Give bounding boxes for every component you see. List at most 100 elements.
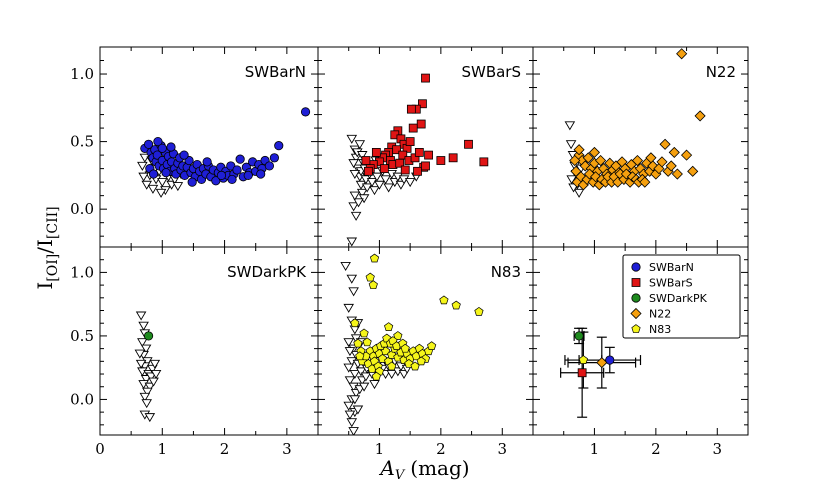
upper-limit-point	[135, 311, 147, 321]
data-point-SWBarN	[232, 165, 242, 175]
upper-limit-point	[349, 369, 361, 379]
x-tick-label: 1	[375, 440, 385, 458]
data-point-SWBarN	[153, 136, 163, 147]
data-point-N83	[474, 306, 484, 316]
upper-limit-point	[148, 377, 159, 387]
upper-limit-point	[356, 188, 368, 198]
data-point-SWBarS	[424, 150, 433, 160]
upper-limit-point	[144, 382, 156, 392]
summary-point-N22	[596, 357, 608, 369]
upper-limit-point	[360, 372, 372, 382]
x-tick-label: 1	[590, 440, 600, 458]
upper-limit-point	[134, 349, 146, 359]
upper-limit-point	[138, 172, 149, 182]
data-point-SWBarS	[363, 166, 373, 176]
panel-ticks	[318, 247, 533, 435]
data-point-SWBarS	[421, 161, 430, 171]
x-axis-label-symbol: A	[378, 456, 394, 480]
summary-point-N83	[578, 355, 588, 364]
data-point-N22	[595, 154, 607, 167]
data-point-SWBarS	[392, 145, 402, 155]
upper-limit-point	[350, 211, 362, 221]
legend-label: N83	[649, 323, 671, 336]
panel-plot-area	[346, 73, 489, 247]
data-point-N83	[400, 343, 410, 353]
data-point-N83	[359, 328, 369, 338]
upper-limit-point	[353, 198, 364, 208]
data-point-SWBarS	[418, 99, 427, 109]
data-point-SWBarS	[436, 156, 446, 165]
upper-limit-point	[346, 418, 358, 428]
panel-plot-area	[564, 48, 706, 198]
upper-limit-point	[371, 172, 383, 182]
y-axis-label-part-2: /I	[33, 239, 57, 254]
upper-limit-point	[355, 367, 367, 377]
data-point-N83	[371, 371, 381, 381]
upper-limit-point	[565, 140, 577, 150]
upper-limit-point	[343, 401, 355, 411]
upper-limit-point	[343, 363, 355, 373]
upper-limit-point	[343, 303, 355, 313]
upper-limit-point	[348, 202, 359, 212]
y-tick-label: 1.0	[70, 263, 94, 281]
data-point-SWBarS	[400, 165, 410, 175]
x-tick-label: 3	[282, 440, 292, 458]
data-point-SWBarN	[256, 169, 266, 179]
data-point-N22	[588, 146, 600, 158]
legend-marker-SWDarkPK	[631, 293, 641, 303]
upper-limit-point	[349, 191, 361, 201]
legend-marker-SWBarS	[631, 278, 641, 287]
y-tick-label: 0.0	[70, 200, 94, 218]
data-point-SWBarS	[379, 164, 389, 174]
upper-limit-point	[344, 347, 356, 357]
data-point-N83	[353, 338, 363, 348]
panel-summary: 1 2 3 SWBarN SWBarS SWDarkPK N22 N83	[532, 246, 749, 458]
data-point-N83	[416, 356, 426, 366]
legend-label: N22	[649, 308, 671, 321]
data-point-SWBarS	[405, 137, 415, 146]
x-tick-label: 2	[651, 440, 661, 458]
upper-limit-point	[383, 183, 394, 193]
data-point-N22	[671, 168, 683, 180]
upper-limit-point	[139, 392, 151, 402]
data-point-N22	[681, 149, 693, 161]
upper-limit-point	[346, 237, 358, 247]
upper-limit-point	[150, 369, 162, 379]
panel-title: SWBarS	[461, 63, 521, 81]
upper-limit-point	[349, 395, 361, 405]
upper-limit-point	[564, 121, 576, 131]
data-point-N22	[573, 144, 585, 156]
upper-limit-point	[386, 369, 398, 379]
y-tick-label: 0.0	[70, 390, 94, 408]
data-point-SWBarN	[148, 169, 159, 179]
data-point-N22	[656, 156, 668, 168]
data-point-SWBarN	[300, 107, 311, 117]
upper-limit-point	[404, 178, 416, 188]
legend-marker-N83	[631, 324, 641, 333]
upper-limit-point	[149, 359, 161, 369]
data-point-N22	[645, 152, 657, 164]
data-point-SWBarS	[464, 139, 473, 149]
data-point-SWBarS	[414, 148, 424, 157]
y-axis-label-part-1: [OI]	[45, 254, 61, 282]
upper-limit-point	[573, 188, 585, 198]
data-point-N22	[659, 138, 671, 150]
upper-limit-point	[142, 387, 153, 397]
data-point-N22	[631, 154, 643, 167]
data-point-N83	[439, 295, 449, 305]
legend-marker-SWBarN	[631, 262, 641, 272]
data-point-SWBarS	[371, 148, 381, 157]
panel-plot-area	[137, 107, 311, 198]
y-tick-label: 0.5	[70, 327, 94, 345]
x-axis-label-subscript: V	[395, 468, 406, 483]
data-point-SWBarN	[143, 139, 154, 149]
x-tick-label: 2	[436, 440, 446, 458]
data-point-N83	[369, 253, 380, 263]
upper-limit-point	[566, 175, 577, 185]
panel-plot-area	[340, 253, 484, 435]
summary-point-SWBarN	[605, 355, 615, 365]
data-point-SWBarS	[361, 156, 371, 165]
data-point-SWDarkPK	[143, 331, 154, 341]
x-tick-label: 0	[95, 440, 105, 458]
